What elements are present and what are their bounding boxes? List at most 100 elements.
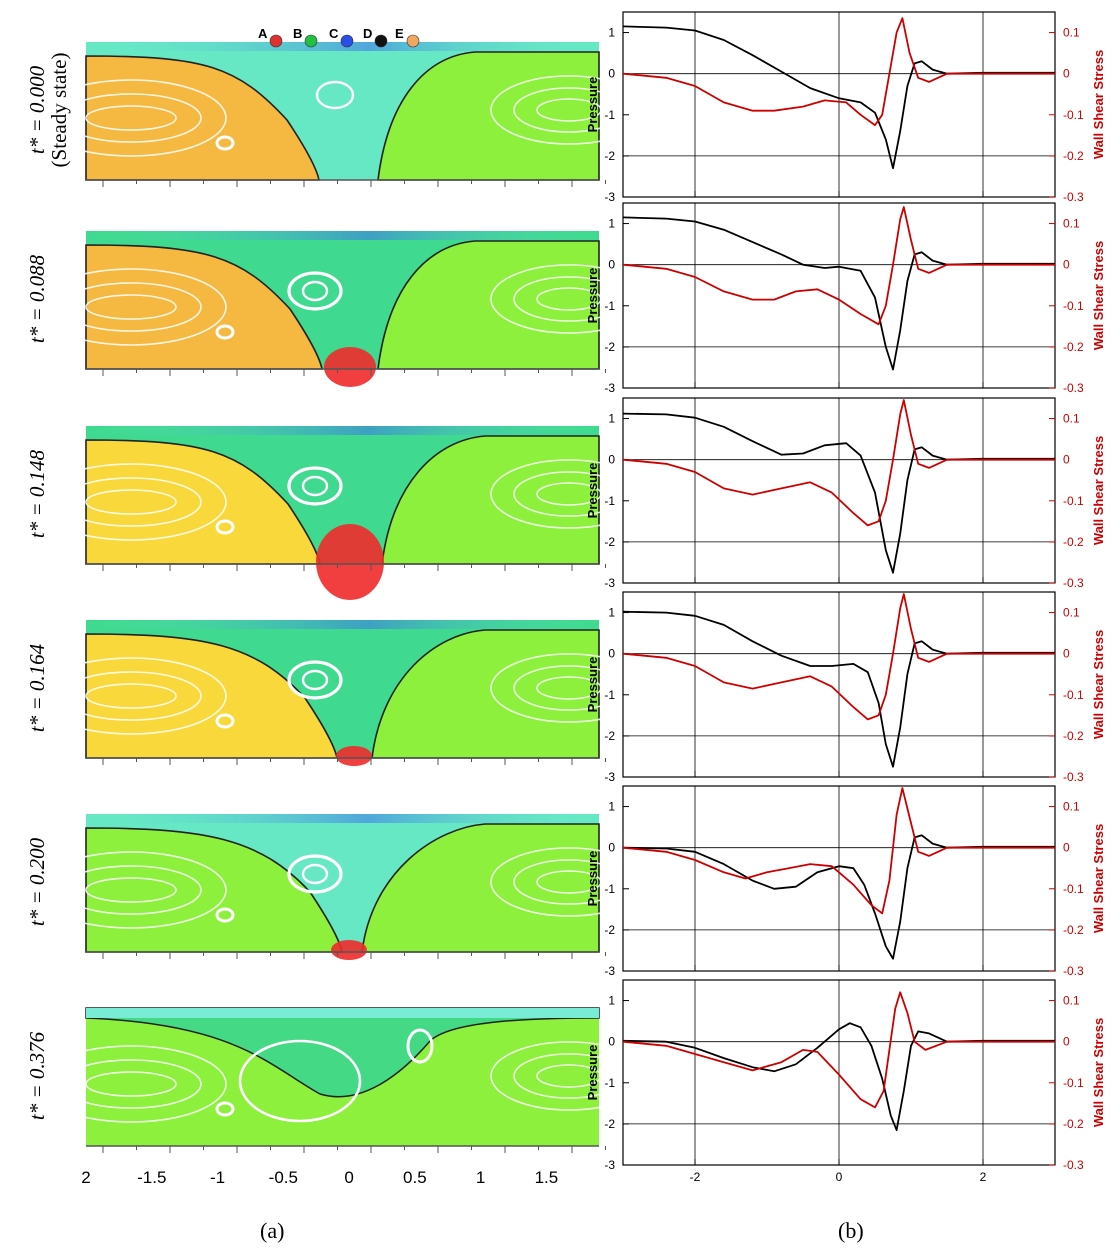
high-pressure-spot xyxy=(316,524,384,600)
y-tick-label: 0 xyxy=(608,841,615,855)
y-axis-label: Pressure xyxy=(585,851,600,907)
probe-point: B xyxy=(293,26,318,48)
probe-marker xyxy=(340,34,354,48)
y2-tick-label: -0.2 xyxy=(1063,149,1084,163)
y-tick-label: 1 xyxy=(608,26,615,40)
y-tick-label: -2 xyxy=(604,729,615,743)
wall-boundary-layer xyxy=(86,1008,599,1018)
streamline xyxy=(35,463,227,541)
probe-label: E xyxy=(395,26,404,41)
y-tick-label: 1 xyxy=(608,606,615,620)
y2-tick-label: -0.1 xyxy=(1063,494,1084,508)
shear-stress-line xyxy=(623,17,1055,126)
shear-stress-line xyxy=(623,593,1055,721)
vortex-streamline xyxy=(287,466,343,506)
shear-stress-line xyxy=(623,787,1055,915)
y-tick-label: -3 xyxy=(604,770,615,784)
y-tick-label: 1 xyxy=(608,412,615,426)
streamline xyxy=(35,851,227,929)
left-slug xyxy=(85,244,323,370)
pressure-line xyxy=(623,1022,1055,1131)
x-tick-label: 0 xyxy=(344,1168,353,1187)
streamline xyxy=(35,1045,227,1123)
y-tick-label: -3 xyxy=(604,1158,615,1172)
pressure-line xyxy=(623,610,1055,768)
streamline xyxy=(35,79,227,157)
chart-panel: 1 0 -1 -2 -3 0.1 0 -0.1 -0.2 -0.3 Pressure Wall She… xyxy=(585,397,1106,590)
streamline xyxy=(536,98,602,122)
y-tick-label: 1 xyxy=(608,994,615,1008)
vortex-streamline xyxy=(287,660,343,700)
y-tick-label: -2 xyxy=(604,340,615,354)
x-tick-label: -0.5 xyxy=(269,1168,298,1187)
y-axis-label: Pressure xyxy=(585,268,600,324)
small-vortex xyxy=(215,324,235,340)
wall-boundary-layer xyxy=(86,231,599,240)
y-tick-label: 1 xyxy=(608,217,615,231)
y-tick-label: -1 xyxy=(604,494,615,508)
chart-panel: 1 0 -1 -2 -3 0.1 0 -0.1 -0.2 -0.3 Pressure Wall She… xyxy=(585,591,1106,784)
pressure-line xyxy=(623,834,1055,960)
small-vortex xyxy=(215,519,235,535)
small-vortex xyxy=(215,1101,235,1117)
probe-point: C xyxy=(329,26,354,48)
y-axis-label: Pressure xyxy=(585,657,600,713)
contour-panel: t* = 0.376 xyxy=(25,1007,648,1153)
vortex-streamline xyxy=(406,1028,434,1064)
y-axis-label: Pressure xyxy=(585,1045,600,1101)
y-tick-label: -3 xyxy=(604,190,615,204)
y-tick-label: -2 xyxy=(604,1117,615,1131)
streamline xyxy=(35,657,227,735)
y-tick-label: -1 xyxy=(604,688,615,702)
streamline xyxy=(60,1059,202,1109)
y2-axis-label: Wall Shear Stress xyxy=(1091,436,1106,545)
y2-axis-label: Wall Shear Stress xyxy=(1091,50,1106,159)
y2-tick-label: -0.2 xyxy=(1063,1117,1084,1131)
wall-boundary-layer xyxy=(86,620,599,629)
probe-label: A xyxy=(258,26,268,41)
y-tick-label: 0 xyxy=(608,1035,615,1049)
y-tick-label: 0 xyxy=(608,647,615,661)
y-axis-label: Pressure xyxy=(585,77,600,133)
x-tick-label: 1.5 xyxy=(535,1168,559,1187)
streamline xyxy=(60,93,202,143)
small-vortex xyxy=(215,713,235,729)
y2-tick-label: 0 xyxy=(1063,453,1070,467)
left-slug xyxy=(85,55,320,181)
probe-label: D xyxy=(363,26,372,41)
time-label: t* = 0.000 xyxy=(25,65,49,154)
high-pressure-spot xyxy=(324,347,376,387)
y2-tick-label: -0.3 xyxy=(1063,1158,1084,1172)
y2-tick-label: -0.1 xyxy=(1063,882,1084,896)
streamline xyxy=(85,683,177,709)
y2-tick-label: -0.2 xyxy=(1063,535,1084,549)
x-tick-label: 0 xyxy=(836,1170,843,1184)
y2-tick-label: -0.1 xyxy=(1063,1076,1084,1090)
probe-point: D xyxy=(363,26,388,48)
right-slug xyxy=(377,51,600,181)
streamline xyxy=(60,282,202,332)
contour-panel: t* = 0.164 xyxy=(25,620,648,766)
right-slug xyxy=(371,629,600,759)
probe-marker xyxy=(304,34,318,48)
y-tick-label: 1 xyxy=(608,800,615,814)
y2-tick-label: 0 xyxy=(1063,67,1070,81)
y2-tick-label: 0.1 xyxy=(1063,800,1080,814)
y2-axis-label: Wall Shear Stress xyxy=(1091,824,1106,933)
probe-marker xyxy=(374,34,388,48)
y2-tick-label: -0.3 xyxy=(1063,576,1084,590)
high-pressure-spot xyxy=(331,940,367,960)
streamline xyxy=(85,489,177,515)
y2-tick-label: -0.2 xyxy=(1063,340,1084,354)
y2-tick-label: -0.3 xyxy=(1063,381,1084,395)
streamline xyxy=(60,477,202,527)
y-tick-label: -1 xyxy=(604,299,615,313)
vortex-streamline xyxy=(301,863,329,885)
contour-panel: t* = 0.148 xyxy=(25,426,648,600)
y-tick-label: -2 xyxy=(604,149,615,163)
high-pressure-spot xyxy=(336,746,372,766)
streamline xyxy=(35,268,227,346)
streamline xyxy=(60,865,202,915)
chart-panel: 1 0 -1 -2 -3 0.1 0 -0.1 -0.2 -0.3 Pressure Wall She… xyxy=(585,11,1106,204)
